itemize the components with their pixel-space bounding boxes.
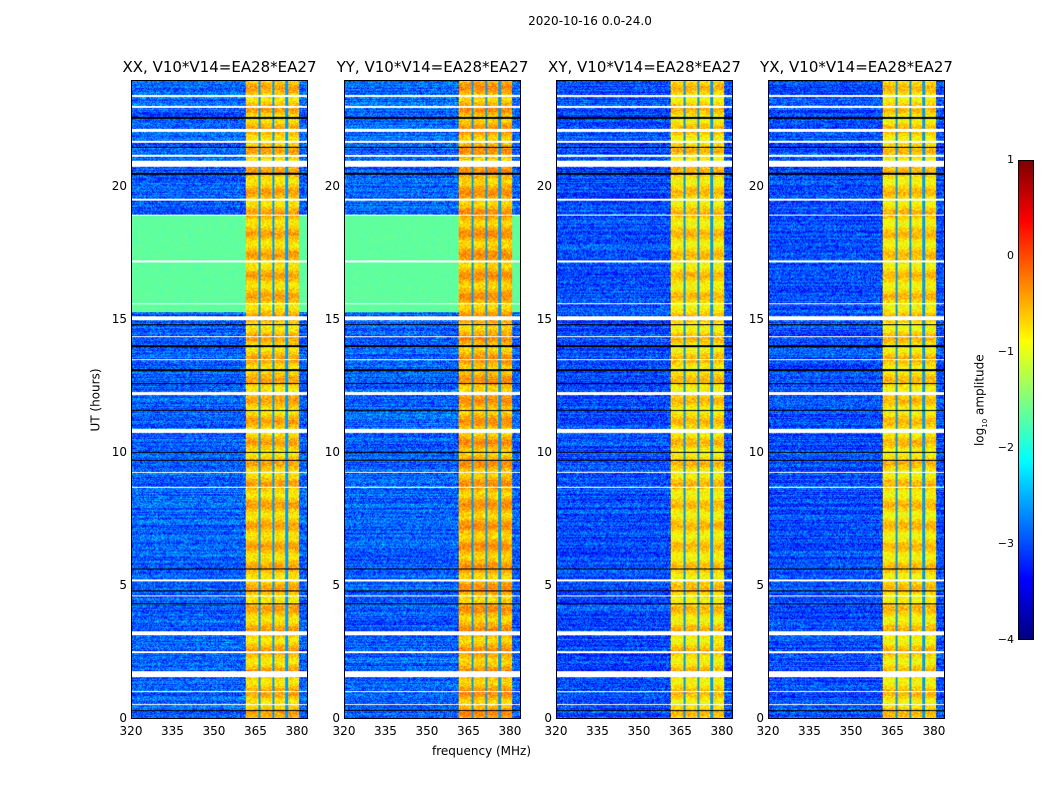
x-tick-label: 365 xyxy=(669,724,692,738)
x-tick-label: 350 xyxy=(627,724,651,738)
x-tick-label: 335 xyxy=(374,724,397,738)
x-tick-label: 350 xyxy=(415,724,439,738)
x-tick-label: 380 xyxy=(922,724,946,738)
waterfall-panel-yx xyxy=(768,80,945,719)
colorbar-label: log10 amplitude xyxy=(972,354,990,447)
y-tick-label: 10 xyxy=(111,444,127,459)
colorbar-tick-label: 1 xyxy=(1007,153,1014,166)
colorbar xyxy=(1018,160,1034,640)
colorbar-tick-label: −4 xyxy=(997,633,1014,646)
colorbar-tick-label: −1 xyxy=(997,345,1014,358)
y-tick-label: 20 xyxy=(748,178,764,193)
x-tick-label: 350 xyxy=(839,724,863,738)
y-tick-label: 10 xyxy=(324,444,340,459)
y-tick-label: 20 xyxy=(324,178,340,193)
panel-title-xy: XY, V10*V14=EA28*EA27 xyxy=(548,58,741,76)
y-tick-label: 0 xyxy=(119,711,127,725)
panel-title-xx: XX, V10*V14=EA28*EA27 xyxy=(122,58,317,76)
y-tick-label: 15 xyxy=(748,311,764,326)
waterfall-panel-xx xyxy=(131,80,308,719)
y-tick-label: 5 xyxy=(332,577,340,592)
x-tick-label: 320 xyxy=(544,724,568,738)
panel-title-yx: YX, V10*V14=EA28*EA27 xyxy=(760,58,953,76)
y-tick-label: 15 xyxy=(536,311,552,326)
colorbar-tick-label: 0 xyxy=(1007,249,1014,262)
figure-title: 2020-10-16 0.0-24.0 xyxy=(528,14,652,28)
x-tick-label: 335 xyxy=(161,724,184,738)
y-tick-label: 10 xyxy=(536,444,552,459)
x-tick-label: 365 xyxy=(881,724,904,738)
waterfall-panel-xy xyxy=(556,80,733,719)
colorbar-tick-label: −3 xyxy=(997,537,1014,550)
y-axis-label: UT (hours) xyxy=(88,368,103,432)
x-tick-label: 350 xyxy=(202,724,226,738)
x-tick-label: 335 xyxy=(798,724,821,738)
x-tick-label: 380 xyxy=(710,724,734,738)
x-tick-label: 320 xyxy=(119,724,143,738)
y-tick-label: 5 xyxy=(544,577,552,592)
y-tick-label: 20 xyxy=(111,178,127,193)
y-tick-label: 15 xyxy=(111,311,127,326)
y-tick-label: 20 xyxy=(536,178,552,193)
y-tick-label: 10 xyxy=(748,444,764,459)
x-tick-label: 320 xyxy=(756,724,780,738)
x-tick-label: 335 xyxy=(586,724,609,738)
y-tick-label: 0 xyxy=(756,711,764,725)
x-tick-label: 365 xyxy=(244,724,267,738)
x-axis-label: frequency (MHz) xyxy=(432,744,532,758)
y-tick-label: 5 xyxy=(119,577,127,592)
x-tick-label: 320 xyxy=(332,724,356,738)
waterfall-panel-yy xyxy=(344,80,521,719)
x-tick-label: 380 xyxy=(498,724,522,738)
panel-title-yy: YY, V10*V14=EA28*EA27 xyxy=(336,58,529,76)
y-tick-label: 0 xyxy=(332,711,340,725)
y-tick-label: 5 xyxy=(756,577,764,592)
y-tick-label: 0 xyxy=(544,711,552,725)
x-tick-label: 380 xyxy=(285,724,309,738)
x-tick-label: 365 xyxy=(457,724,480,738)
colorbar-tick-label: −2 xyxy=(997,441,1014,454)
y-tick-label: 15 xyxy=(324,311,340,326)
